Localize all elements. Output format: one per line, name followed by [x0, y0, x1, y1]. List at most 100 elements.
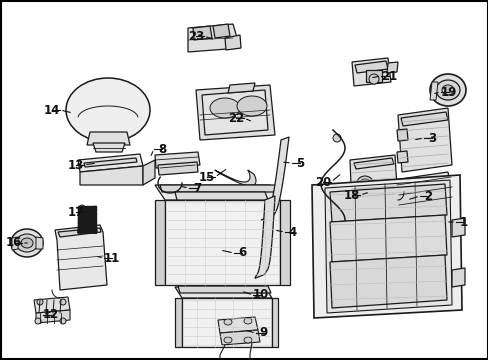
Text: 4: 4 — [288, 225, 297, 239]
Ellipse shape — [359, 179, 369, 187]
Polygon shape — [329, 184, 446, 222]
Polygon shape — [224, 35, 241, 50]
Text: 7: 7 — [193, 181, 201, 194]
Ellipse shape — [237, 96, 266, 116]
Polygon shape — [329, 215, 446, 262]
Text: 17: 17 — [68, 206, 84, 219]
Polygon shape — [227, 83, 254, 93]
Ellipse shape — [356, 176, 372, 190]
Text: 3: 3 — [427, 131, 435, 144]
Polygon shape — [182, 298, 271, 347]
Ellipse shape — [429, 74, 465, 106]
Ellipse shape — [330, 214, 338, 222]
Text: 22: 22 — [227, 112, 244, 125]
Polygon shape — [175, 192, 267, 200]
Polygon shape — [155, 152, 200, 168]
Ellipse shape — [60, 318, 66, 324]
Ellipse shape — [441, 85, 453, 95]
Text: 2: 2 — [423, 189, 431, 202]
Polygon shape — [202, 90, 267, 135]
Polygon shape — [158, 162, 198, 175]
Text: 12: 12 — [43, 309, 59, 321]
Polygon shape — [429, 82, 437, 100]
Ellipse shape — [168, 188, 176, 196]
Polygon shape — [451, 218, 464, 237]
Text: 21: 21 — [380, 69, 396, 82]
Text: 10: 10 — [252, 288, 268, 302]
Polygon shape — [397, 108, 451, 172]
Polygon shape — [36, 310, 70, 323]
Polygon shape — [351, 58, 390, 86]
Text: 14: 14 — [44, 104, 60, 117]
Ellipse shape — [66, 78, 150, 142]
Polygon shape — [175, 287, 271, 298]
Polygon shape — [164, 200, 280, 285]
Ellipse shape — [11, 229, 43, 257]
Ellipse shape — [224, 319, 231, 325]
Bar — [365, 70, 381, 82]
Polygon shape — [58, 228, 101, 237]
Polygon shape — [280, 200, 289, 285]
Polygon shape — [311, 175, 461, 318]
Polygon shape — [213, 24, 229, 38]
Polygon shape — [36, 237, 43, 249]
Polygon shape — [55, 225, 107, 290]
Polygon shape — [261, 137, 288, 220]
Ellipse shape — [368, 74, 378, 84]
Polygon shape — [80, 166, 142, 185]
Polygon shape — [354, 61, 387, 73]
Text: 18: 18 — [343, 189, 360, 202]
Polygon shape — [349, 155, 397, 210]
Text: 8: 8 — [158, 143, 166, 156]
Ellipse shape — [209, 98, 240, 118]
Ellipse shape — [244, 337, 251, 343]
Polygon shape — [178, 286, 270, 293]
Polygon shape — [93, 143, 125, 152]
Ellipse shape — [224, 337, 231, 343]
Ellipse shape — [35, 318, 41, 324]
Polygon shape — [386, 62, 397, 73]
Polygon shape — [12, 237, 18, 250]
Polygon shape — [451, 268, 464, 287]
Text: 1: 1 — [459, 216, 467, 229]
Polygon shape — [271, 298, 278, 347]
Polygon shape — [396, 151, 407, 163]
Text: 5: 5 — [295, 157, 304, 170]
Polygon shape — [34, 297, 70, 313]
Polygon shape — [196, 85, 274, 140]
Ellipse shape — [21, 238, 33, 248]
Polygon shape — [325, 180, 451, 313]
Text: 23: 23 — [187, 30, 203, 42]
Polygon shape — [396, 129, 407, 141]
Polygon shape — [400, 112, 447, 126]
Text: 16: 16 — [6, 237, 22, 249]
Text: 15: 15 — [199, 171, 215, 184]
Polygon shape — [193, 26, 212, 40]
Polygon shape — [78, 154, 142, 172]
Polygon shape — [87, 132, 130, 145]
Text: 6: 6 — [237, 247, 245, 260]
Polygon shape — [392, 172, 454, 222]
Text: 13: 13 — [68, 158, 84, 171]
Polygon shape — [353, 158, 393, 169]
Text: 9: 9 — [259, 327, 267, 339]
Ellipse shape — [332, 134, 340, 142]
Text: 20: 20 — [314, 176, 330, 189]
Polygon shape — [329, 255, 446, 308]
Polygon shape — [160, 185, 278, 192]
Polygon shape — [155, 185, 280, 200]
Ellipse shape — [435, 80, 459, 100]
Polygon shape — [214, 170, 256, 186]
Polygon shape — [220, 330, 260, 345]
Text: 11: 11 — [103, 252, 120, 265]
Ellipse shape — [244, 318, 251, 324]
Polygon shape — [175, 298, 182, 347]
Polygon shape — [84, 158, 137, 167]
Text: 19: 19 — [440, 86, 456, 99]
Polygon shape — [218, 317, 258, 333]
Ellipse shape — [60, 299, 66, 305]
Polygon shape — [142, 160, 155, 185]
Ellipse shape — [16, 234, 38, 252]
Ellipse shape — [37, 299, 43, 305]
Ellipse shape — [79, 205, 85, 211]
